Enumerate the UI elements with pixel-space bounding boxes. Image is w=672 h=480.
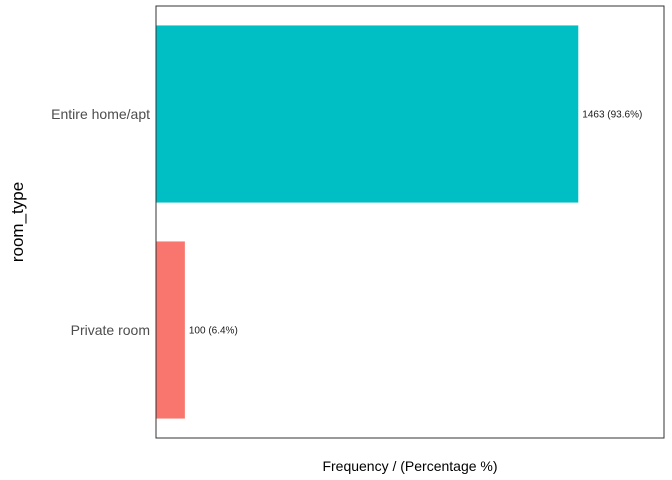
plot-panel-border	[155, 5, 665, 439]
value-labels: 1463 (93.6%) 100 (6.4%)	[189, 110, 642, 337]
x-axis-title: Frequency / (Percentage %)	[322, 458, 497, 474]
bars-layer	[156, 25, 579, 419]
value-label-private-room: 100 (6.4%)	[189, 326, 238, 337]
bar-private-room	[156, 241, 185, 419]
category-label-entire-home-apt: Entire home/apt	[51, 106, 150, 122]
y-axis-title: room_type	[8, 182, 27, 262]
bar-entire-home-apt	[156, 25, 579, 203]
category-labels: Entire home/apt Private room	[51, 106, 150, 338]
value-label-entire-home-apt: 1463 (93.6%)	[582, 110, 642, 121]
category-label-private-room: Private room	[71, 322, 150, 338]
